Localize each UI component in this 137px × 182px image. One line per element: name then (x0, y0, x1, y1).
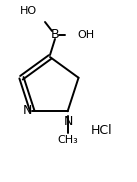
Text: B: B (51, 29, 59, 41)
Text: HO: HO (20, 6, 37, 16)
Text: HCl: HCl (91, 124, 113, 136)
Text: CH₃: CH₃ (57, 135, 78, 145)
Text: N: N (64, 115, 73, 128)
Text: N: N (23, 104, 32, 117)
Text: OH: OH (77, 30, 94, 40)
